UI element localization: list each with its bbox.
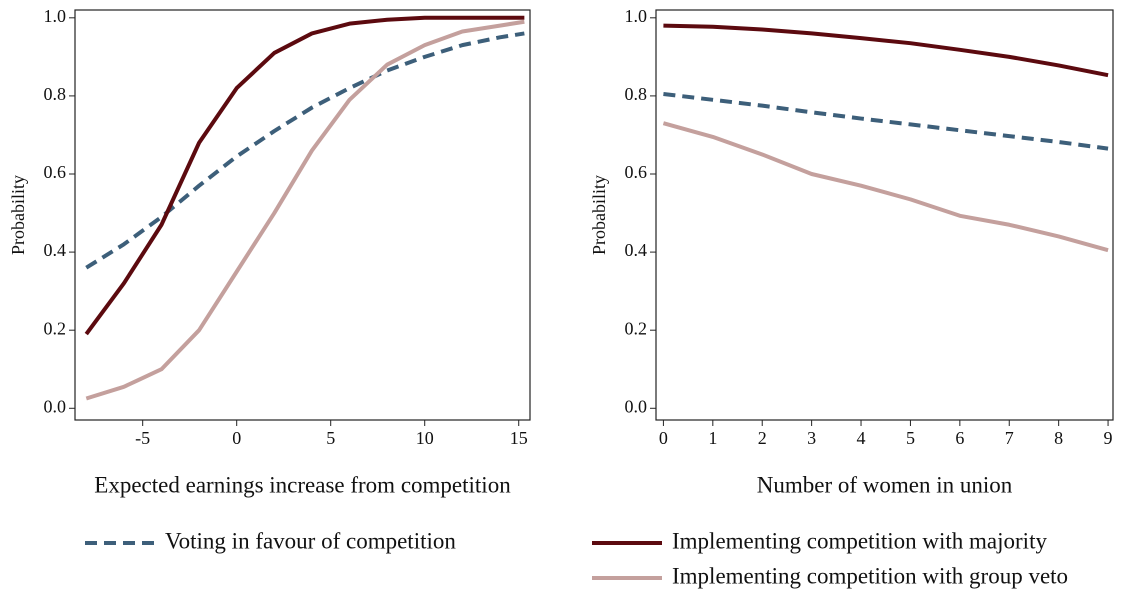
legend-label: Voting in favour of competition xyxy=(165,528,456,553)
y-tick-label: 1.0 xyxy=(44,6,67,26)
y-tick-label: 0.8 xyxy=(44,84,67,104)
y-tick-label: 0.6 xyxy=(625,162,648,182)
y-tick-label: 0.8 xyxy=(625,84,648,104)
x-tick-label: 3 xyxy=(807,428,816,448)
series-line xyxy=(85,19,525,401)
y-tick-label: 0.4 xyxy=(625,240,648,260)
y-tick-label: 0.0 xyxy=(625,396,648,416)
x-tick-label: 5 xyxy=(326,428,335,448)
x-tick-label: 5 xyxy=(906,428,915,448)
x-tick-label: 15 xyxy=(510,428,528,448)
x-axis-label: Expected earnings increase from competit… xyxy=(94,472,511,497)
y-tick-label: 0.2 xyxy=(44,318,67,338)
x-tick-label: 8 xyxy=(1054,428,1063,448)
x-axis-label: Number of women in union xyxy=(757,472,1013,497)
series-line xyxy=(85,31,525,270)
series-line xyxy=(662,121,1109,253)
y-tick-label: 0.2 xyxy=(625,318,648,338)
x-tick-label: 9 xyxy=(1104,428,1113,448)
x-tick-label: 0 xyxy=(232,428,241,448)
legend-label: Implementing competition with group veto xyxy=(672,563,1068,588)
x-tick-label: 0 xyxy=(659,428,668,448)
x-tick-label: 7 xyxy=(1005,428,1014,448)
y-tick-label: 0.0 xyxy=(44,396,67,416)
y-tick-label: 0.4 xyxy=(44,240,67,260)
y-axis-label: Probability xyxy=(8,175,28,255)
x-tick-label: 6 xyxy=(955,428,964,448)
x-tick-label: 2 xyxy=(758,428,767,448)
x-tick-label: 10 xyxy=(416,428,434,448)
x-tick-label: 4 xyxy=(857,428,866,448)
series-line xyxy=(663,23,1109,78)
x-tick-label: 1 xyxy=(708,428,717,448)
y-axis-label: Probability xyxy=(589,175,609,255)
y-tick-label: 0.6 xyxy=(44,162,67,182)
y-tick-label: 1.0 xyxy=(625,6,648,26)
legend-label: Implementing competition with majority xyxy=(672,528,1047,553)
series-line xyxy=(663,91,1109,151)
plot-frame xyxy=(74,9,531,421)
plot-frame xyxy=(655,9,1114,421)
series-line xyxy=(84,15,525,336)
x-tick-label: -5 xyxy=(135,428,150,448)
